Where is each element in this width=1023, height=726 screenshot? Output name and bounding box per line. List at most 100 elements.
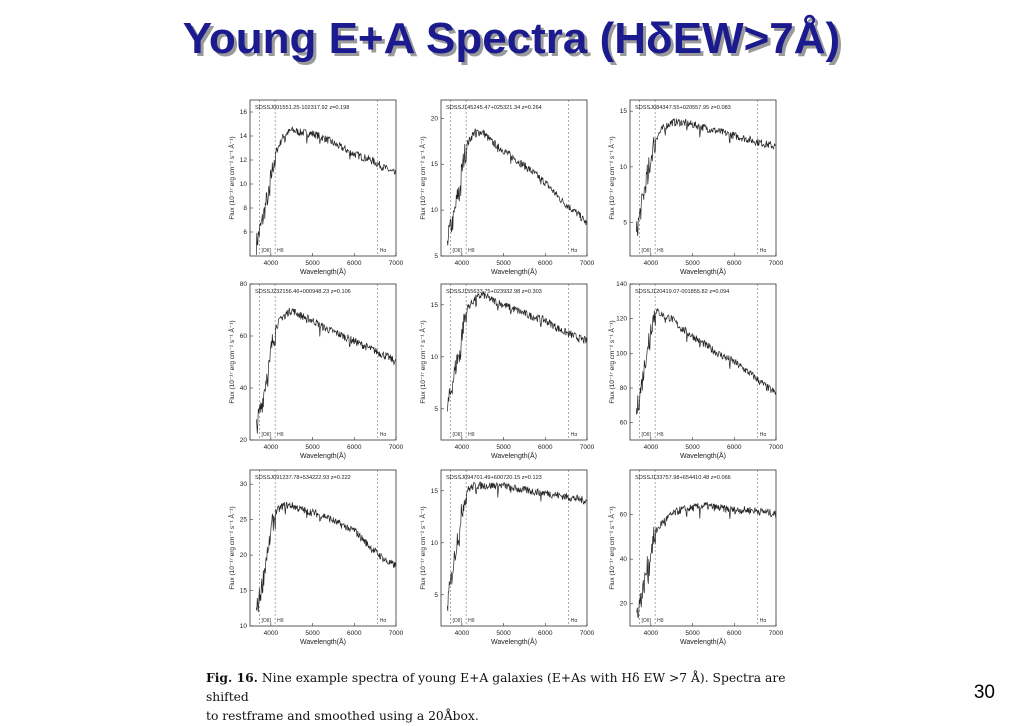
line-marker-label: Hα (760, 618, 767, 624)
x-tick-label: 7000 (580, 630, 595, 637)
x-tick-label: 5000 (305, 260, 320, 267)
y-tick-label: 60 (620, 512, 628, 519)
y-tick-label: 20 (240, 437, 248, 444)
line-marker-label: Hα (380, 432, 387, 438)
figure-caption: Fig. 16. Nine example spectra of young E… (206, 668, 816, 726)
x-tick-label: 5000 (496, 630, 511, 637)
line-marker-label: Hδ (277, 618, 284, 624)
line-marker-label: Hα (380, 248, 387, 254)
spectrum-name: SDSSJ133757.98+654410.48 z=0.066 (635, 475, 731, 481)
x-tick-label: 5000 (685, 260, 700, 267)
figure-label: Fig. 16. (206, 670, 258, 685)
line-marker-label: Hδ (468, 248, 475, 254)
line-marker-label: Hδ (657, 432, 664, 438)
y-tick-label: 15 (620, 108, 628, 115)
y-tick-label: 10 (431, 540, 439, 547)
x-tick-label: 5000 (685, 630, 700, 637)
y-tick-label: 20 (240, 552, 248, 559)
caption-line-2: to restframe and smoothed using a 20Åbox… (206, 709, 479, 723)
line-marker-label: Hδ (277, 248, 284, 254)
x-axis-label: Wavelength(Å) (680, 267, 726, 276)
x-tick-label: 5000 (685, 444, 700, 451)
line-marker-label: Hα (571, 248, 578, 254)
plot-frame (441, 470, 587, 626)
x-tick-label: 6000 (347, 444, 362, 451)
y-axis-label: Flux (10⁻¹⁷ erg cm⁻² s⁻¹ Å⁻¹) (418, 136, 427, 219)
spectrum-line (447, 291, 587, 411)
spectrum-name: SDSSJ120419.07-001855.82 z=0.094 (635, 289, 729, 295)
x-tick-label: 5000 (305, 630, 320, 637)
x-tick-label: 7000 (769, 260, 784, 267)
y-tick-label: 10 (240, 623, 248, 630)
x-tick-label: 4000 (264, 444, 279, 451)
plot-frame (250, 100, 396, 256)
spectrum-line (256, 308, 396, 434)
x-axis-label: Wavelength(Å) (491, 451, 537, 460)
y-tick-label: 40 (620, 556, 628, 563)
spectrum-name: SDSSJ232156.46+000948.23 z=0.106 (255, 289, 351, 295)
x-axis-label: Wavelength(Å) (680, 637, 726, 646)
spectrum-name: SDSSJ001551.25-102317.92 z=0.198 (255, 105, 349, 111)
x-axis-label: Wavelength(Å) (491, 637, 537, 646)
y-tick-label: 5 (434, 406, 438, 413)
y-axis-label: Flux (10⁻¹⁷ erg cm⁻² s⁻¹ Å⁻¹) (607, 320, 616, 403)
y-tick-label: 15 (431, 488, 439, 495)
spectrum-line (256, 127, 396, 255)
y-tick-label: 5 (434, 592, 438, 599)
line-marker-label: Hδ (468, 432, 475, 438)
y-tick-label: 14 (240, 133, 248, 140)
x-axis-label: Wavelength(Å) (680, 451, 726, 460)
x-axis-label: Wavelength(Å) (300, 451, 346, 460)
y-tick-label: 10 (431, 354, 439, 361)
y-axis-label: Flux (10⁻¹⁷ erg cm⁻² s⁻¹ Å⁻¹) (607, 506, 616, 589)
y-tick-label: 80 (240, 281, 248, 288)
spectrum-line (636, 119, 776, 237)
y-tick-label: 15 (431, 161, 439, 168)
x-tick-label: 7000 (389, 260, 404, 267)
x-axis-label: Wavelength(Å) (491, 267, 537, 276)
x-tick-label: 6000 (538, 444, 553, 451)
line-marker-label: Hα (760, 432, 767, 438)
spectrum-name: SDSSJ084347.55+020557.95 z=0.083 (635, 105, 731, 111)
line-marker-label: [OII] (261, 248, 271, 254)
x-tick-label: 7000 (389, 444, 404, 451)
x-tick-label: 6000 (727, 260, 742, 267)
x-tick-label: 5000 (305, 444, 320, 451)
y-tick-label: 16 (240, 109, 248, 116)
y-tick-label: 10 (431, 207, 439, 214)
x-tick-label: 4000 (455, 444, 470, 451)
caption-line-1: Nine example spectra of young E+A galaxi… (206, 671, 786, 704)
x-tick-label: 4000 (644, 444, 659, 451)
x-tick-label: 4000 (455, 260, 470, 267)
x-axis-label: Wavelength(Å) (300, 267, 346, 276)
x-tick-label: 4000 (264, 260, 279, 267)
spectrum-name: SDSSJ091237.78+534222.93 z=0.222 (255, 475, 351, 481)
y-axis-label: Flux (10⁻¹⁷ erg cm⁻² s⁻¹ Å⁻¹) (418, 506, 427, 589)
spectrum-name: SDSSJ155633.75+023932.98 z=0.303 (446, 289, 542, 295)
x-tick-label: 6000 (727, 630, 742, 637)
x-tick-label: 7000 (769, 630, 784, 637)
x-tick-label: 4000 (264, 630, 279, 637)
plot-frame (250, 284, 396, 440)
spectrum-line (447, 129, 587, 246)
line-marker-label: Hα (760, 248, 767, 254)
line-marker-label: Hδ (657, 248, 664, 254)
y-axis-label: Flux (10⁻¹⁷ erg cm⁻² s⁻¹ Å⁻¹) (607, 136, 616, 219)
y-tick-label: 10 (620, 164, 628, 171)
y-tick-label: 8 (243, 205, 247, 212)
line-marker-label: [OII] (261, 618, 271, 624)
line-marker-label: [OII] (452, 432, 462, 438)
y-tick-label: 6 (243, 229, 247, 236)
line-marker-label: [OII] (641, 432, 651, 438)
line-marker-label: Hα (571, 432, 578, 438)
line-marker-label: [OII] (641, 618, 651, 624)
x-tick-label: 6000 (347, 260, 362, 267)
y-axis-label: Flux (10⁻¹⁷ erg cm⁻² s⁻¹ Å⁻¹) (418, 320, 427, 403)
